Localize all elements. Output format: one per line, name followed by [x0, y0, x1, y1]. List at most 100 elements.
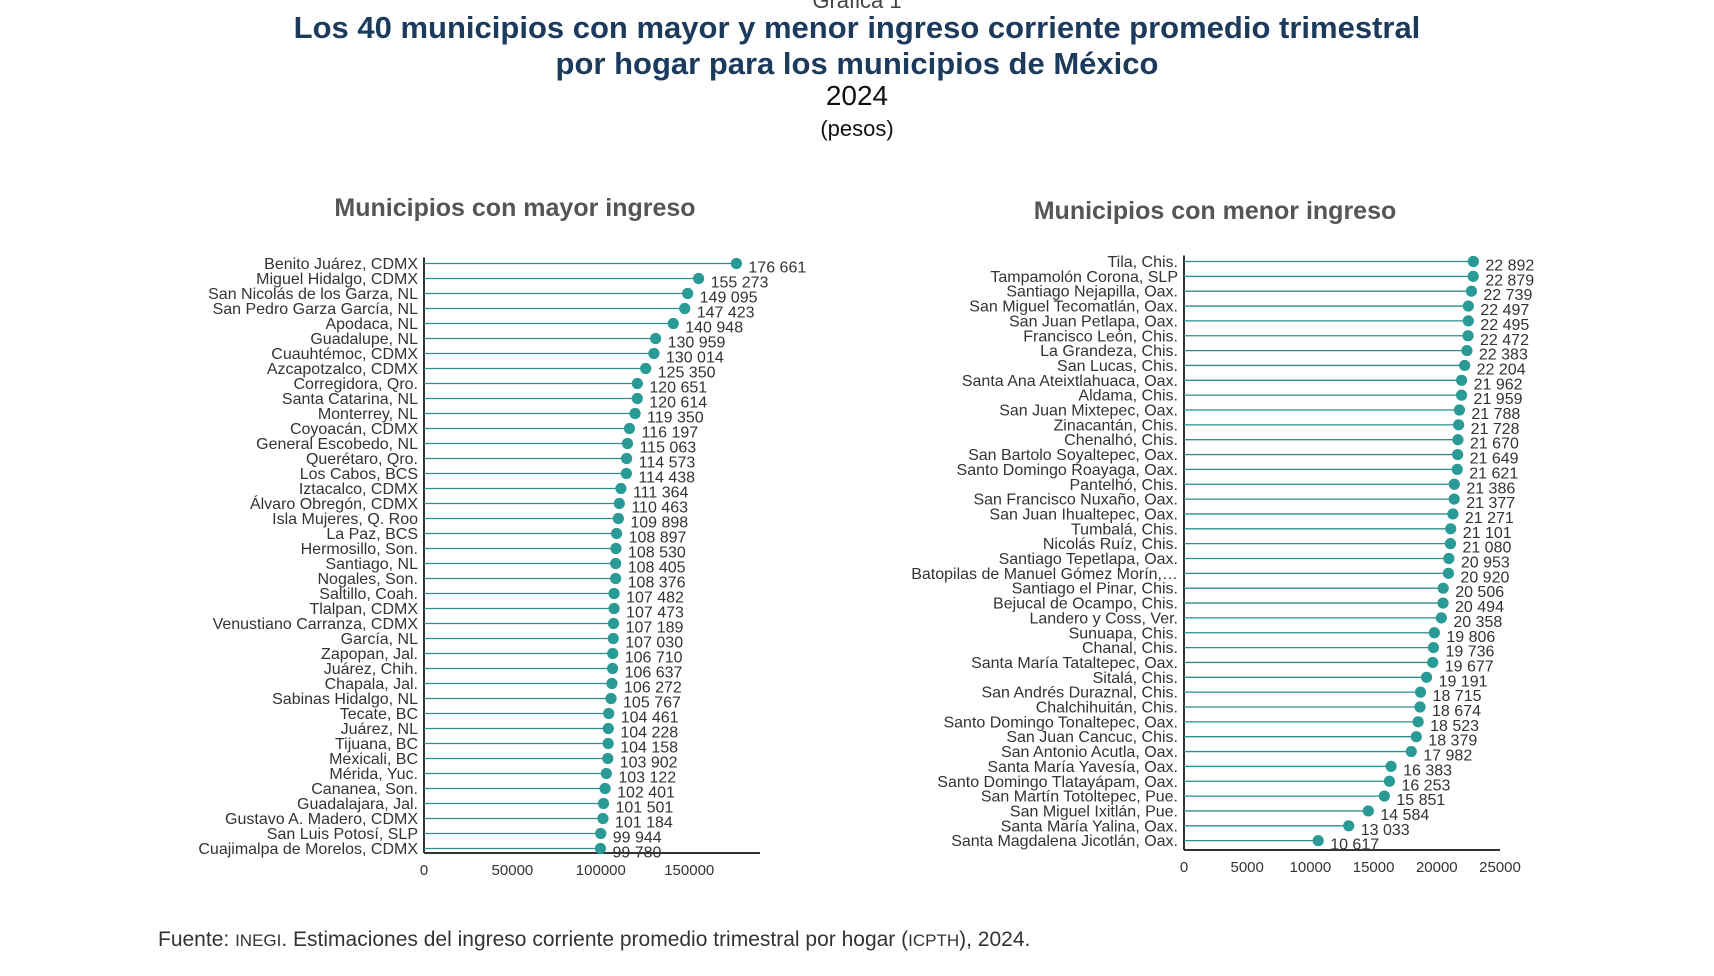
value-label: 21 959: [1474, 391, 1523, 408]
lollipop-marker: [621, 452, 633, 465]
lollipop-marker: [597, 812, 609, 825]
chart-title-line-2: por hogar para los municipios de México: [555, 46, 1159, 81]
panel-title-menor: Municipios con menor ingreso: [1033, 197, 1397, 225]
value-label: 18 523: [1430, 718, 1479, 735]
value-label: 10 617: [1330, 837, 1379, 854]
value-label: 119 350: [647, 410, 704, 427]
source-prefix: Fuente:: [158, 928, 236, 951]
value-label: 21 101: [1463, 525, 1512, 542]
lollipop-marker: [1362, 805, 1374, 817]
value-label: 106 637: [625, 665, 683, 682]
category-label: Santa Catarina, NL: [282, 391, 418, 408]
category-label: Apodaca, NL: [325, 316, 418, 333]
value-label: 22 495: [1480, 317, 1529, 334]
lollipop-marker: [603, 707, 615, 720]
category-label: Nogales, Son.: [317, 571, 418, 588]
value-label: 103 122: [618, 770, 676, 787]
value-label: 140 948: [685, 320, 743, 337]
lollipop-marker: [607, 617, 620, 630]
lollipop-marker: [1443, 552, 1455, 565]
lollipop-marker: [1312, 835, 1324, 847]
lollipop-marker: [1461, 345, 1473, 357]
lollipop-marker: [1405, 745, 1417, 758]
value-label: 108 897: [629, 530, 687, 547]
lollipop-marker: [1451, 463, 1463, 475]
category-label: General Escobedo, NL: [256, 436, 418, 453]
category-label: Tlalpan, CDMX: [310, 601, 419, 618]
lollipop-marker: [610, 572, 622, 585]
category-label: San Nicolás de los Garza, NL: [208, 286, 418, 303]
value-label: 21 788: [1471, 406, 1520, 423]
value-label: 20 494: [1455, 599, 1504, 616]
category-label: Aldama, Chis.: [1078, 388, 1178, 405]
category-label: Santa Magdalena Jicotlán, Oax.: [951, 833, 1178, 850]
category-label: San Juan Ihualtepec, Oax.: [989, 506, 1178, 523]
category-label: Chalchihuitán, Chis.: [1036, 700, 1178, 717]
lollipop-marker: [1420, 671, 1433, 683]
lollipop-marker: [1437, 597, 1449, 609]
value-label: 102 401: [617, 785, 675, 802]
lollipop-marker: [631, 377, 643, 390]
value-label: 106 710: [625, 650, 683, 667]
value-label: 130 959: [668, 335, 726, 352]
category-label: Landero y Coss, Ver.: [1029, 610, 1178, 627]
category-label: Corregidora, Qro.: [294, 376, 419, 393]
lollipop-marker: [640, 362, 652, 375]
lollipop-marker: [1453, 419, 1465, 431]
lollipop-marker: [1343, 820, 1355, 832]
category-label: Guadalajara, Jal.: [297, 796, 418, 813]
lollipop-marker: [1442, 567, 1455, 579]
source-middle: . Estimaciones del ingreso corriente pro…: [281, 928, 909, 951]
lollipop-marker: [682, 287, 694, 300]
lollipop-marker: [606, 662, 619, 675]
value-label: 20 358: [1453, 614, 1502, 631]
value-label: 130 014: [666, 350, 724, 367]
lollipop-marker: [1445, 523, 1457, 535]
value-label: 21 670: [1470, 436, 1519, 453]
chart-title-line-1: Los 40 municipios con mayor y menor ingr…: [293, 10, 1421, 45]
value-label: 120 614: [649, 395, 707, 412]
value-label: 108 376: [628, 575, 686, 592]
lollipop-marker: [1435, 612, 1447, 624]
category-label: Santa María Yavesía, Oax.: [987, 759, 1178, 776]
lollipop-marker: [1453, 404, 1466, 416]
value-label: 20 953: [1461, 555, 1510, 572]
category-label: Tampamolón Corona, SLP: [990, 269, 1178, 286]
category-label: Chenalhó, Chis.: [1064, 432, 1178, 449]
x-tick-label: 100000: [576, 862, 626, 879]
value-label: 22 472: [1480, 332, 1529, 349]
category-label: San Lucas, Chis.: [1057, 358, 1178, 375]
lollipop-marker: [594, 842, 607, 855]
lollipop-marker: [679, 302, 691, 315]
lollipop-marker: [1410, 731, 1422, 743]
lollipop-marker: [612, 512, 624, 525]
lollipop-marker: [606, 677, 618, 690]
category-label: Mexicali, BC: [329, 751, 418, 768]
category-label: San Andrés Duraznal, Chis.: [981, 685, 1178, 702]
category-label: Cuajimalpa de Morelos, CDMX: [198, 841, 418, 858]
value-label: 22 383: [1479, 347, 1528, 364]
lollipop-marker: [595, 827, 607, 840]
lollipop-marker: [610, 542, 622, 555]
lollipop-marker: [613, 497, 625, 510]
value-label: 19 677: [1445, 658, 1494, 675]
lollipop-marker: [620, 467, 632, 480]
value-label: 18 379: [1428, 733, 1477, 750]
category-label: Chapala, Jal.: [325, 676, 418, 693]
value-label: 108 405: [628, 560, 686, 577]
lollipop-marker: [1467, 255, 1479, 268]
value-label: 15 851: [1396, 792, 1445, 809]
category-label: Sabinas Hidalgo, NL: [272, 691, 418, 708]
category-label: Sunuapa, Chis.: [1069, 625, 1178, 642]
x-tick-label: 20000: [1416, 859, 1458, 876]
category-label: Monterrey, NL: [318, 406, 418, 423]
category-label: Miguel Hidalgo, CDMX: [256, 271, 418, 288]
value-label: 19 806: [1446, 629, 1495, 646]
value-label: 147 423: [697, 305, 755, 322]
partial-figure-label: Gráfica 1: [812, 0, 902, 13]
value-label: 120 651: [649, 380, 707, 397]
value-label: 21 377: [1466, 495, 1515, 512]
category-label: Cuauhtémoc, CDMX: [271, 346, 418, 363]
value-label: 116 197: [641, 425, 698, 442]
lollipop-marker: [1437, 582, 1449, 594]
